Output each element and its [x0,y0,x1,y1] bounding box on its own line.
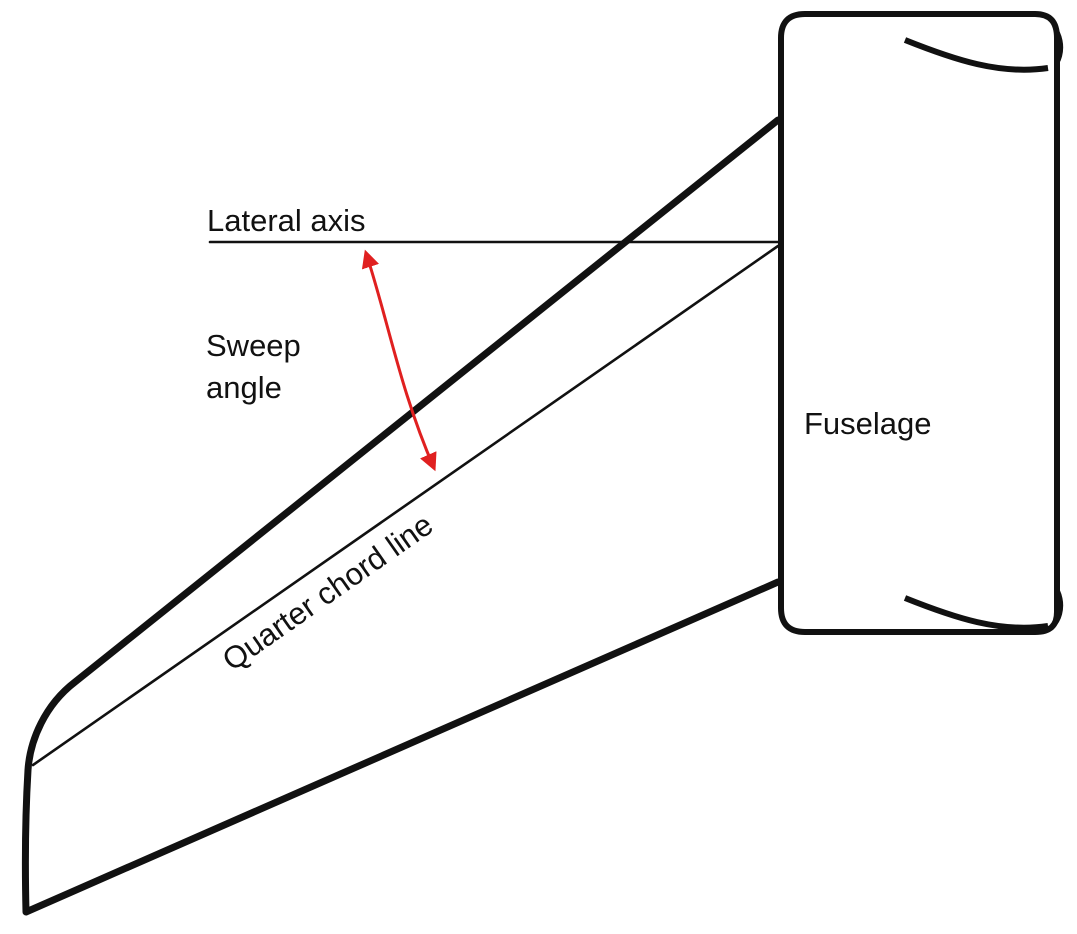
fuselage-body [778,11,1060,635]
quarter-chord-line [31,244,780,767]
quarter-chord-label: Quarter chord line [216,507,439,678]
fuselage-bottom-lobe-edge [903,595,1049,631]
sweep-angle-label-line1: Sweep [206,328,301,363]
fuselage-top-lobe-edge [903,37,1049,73]
fuselage-label: Fuselage [804,406,932,441]
sweep-angle-label-line2: angle [206,370,282,405]
lateral-axis-label: Lateral axis [207,203,366,238]
sweep-angle-arrow [361,249,437,472]
wing-outline [21,116,782,916]
